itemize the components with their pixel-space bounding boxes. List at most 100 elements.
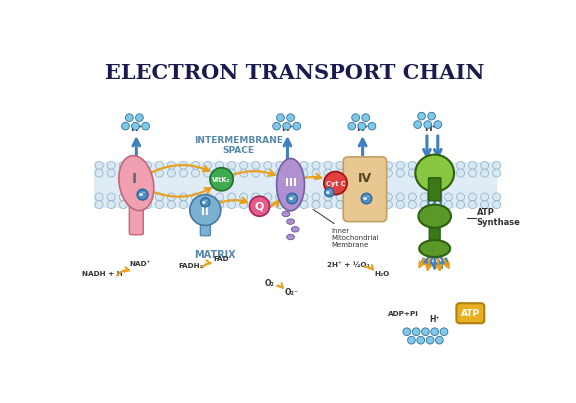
Text: Inner
Mitochondrial
Membrane: Inner Mitochondrial Membrane: [313, 209, 379, 248]
Circle shape: [287, 193, 298, 204]
Circle shape: [119, 161, 127, 169]
Circle shape: [325, 188, 334, 197]
Text: I: I: [132, 172, 137, 186]
Circle shape: [336, 169, 344, 177]
Circle shape: [264, 193, 272, 201]
Circle shape: [418, 112, 426, 120]
Circle shape: [287, 114, 294, 122]
Circle shape: [288, 201, 296, 209]
Circle shape: [457, 193, 465, 201]
Circle shape: [324, 172, 347, 195]
Circle shape: [228, 169, 236, 177]
Circle shape: [95, 169, 103, 177]
Circle shape: [107, 193, 115, 201]
Text: ELECTRON TRANSPORT CHAIN: ELECTRON TRANSPORT CHAIN: [105, 63, 485, 83]
Text: FADH₂: FADH₂: [178, 263, 203, 269]
Circle shape: [143, 169, 151, 177]
Circle shape: [408, 193, 416, 201]
Circle shape: [348, 161, 356, 169]
Text: FAD: FAD: [214, 256, 229, 262]
Text: INTERMEMBRANE
SPACE: INTERMEMBRANE SPACE: [194, 136, 283, 155]
Circle shape: [131, 201, 139, 209]
Ellipse shape: [291, 226, 299, 232]
Circle shape: [191, 169, 199, 177]
Circle shape: [384, 169, 392, 177]
Circle shape: [215, 193, 223, 201]
Text: O₂: O₂: [265, 278, 275, 287]
Text: H⁺: H⁺: [430, 315, 440, 324]
Circle shape: [408, 169, 416, 177]
Ellipse shape: [282, 211, 290, 216]
Circle shape: [360, 193, 368, 201]
Circle shape: [445, 201, 453, 209]
FancyBboxPatch shape: [429, 178, 441, 201]
Circle shape: [300, 193, 308, 201]
Circle shape: [95, 201, 103, 209]
Circle shape: [293, 122, 301, 130]
Circle shape: [428, 112, 435, 120]
Circle shape: [336, 161, 344, 169]
Circle shape: [368, 122, 376, 130]
Circle shape: [324, 193, 332, 201]
Circle shape: [324, 169, 332, 177]
Circle shape: [420, 169, 429, 177]
Circle shape: [468, 201, 476, 209]
Circle shape: [190, 195, 221, 225]
Circle shape: [384, 193, 392, 201]
Circle shape: [417, 337, 425, 344]
Text: III: III: [285, 178, 297, 188]
Circle shape: [408, 337, 415, 344]
Circle shape: [492, 193, 501, 201]
Circle shape: [252, 201, 260, 209]
Circle shape: [276, 114, 285, 122]
Circle shape: [312, 201, 320, 209]
Circle shape: [168, 193, 176, 201]
Circle shape: [396, 201, 404, 209]
Circle shape: [272, 122, 281, 130]
Text: IV: IV: [358, 172, 372, 185]
Circle shape: [468, 193, 476, 201]
Text: H⁺: H⁺: [281, 124, 294, 133]
Circle shape: [433, 193, 441, 201]
Circle shape: [300, 169, 308, 177]
Circle shape: [126, 114, 133, 122]
Circle shape: [142, 122, 150, 130]
Circle shape: [180, 169, 188, 177]
Circle shape: [372, 193, 380, 201]
Circle shape: [276, 161, 284, 169]
Circle shape: [180, 161, 188, 169]
Ellipse shape: [418, 205, 451, 228]
Text: e⁻: e⁻: [326, 190, 332, 195]
Circle shape: [420, 201, 429, 209]
Circle shape: [414, 121, 422, 129]
Circle shape: [434, 121, 442, 129]
Circle shape: [191, 193, 199, 201]
Circle shape: [336, 201, 344, 209]
Circle shape: [228, 161, 236, 169]
Text: II: II: [202, 207, 209, 216]
Circle shape: [156, 161, 164, 169]
Circle shape: [252, 161, 260, 169]
Circle shape: [215, 161, 223, 169]
Text: 2H⁺ + ½O₂: 2H⁺ + ½O₂: [327, 262, 370, 268]
Circle shape: [95, 193, 103, 201]
Circle shape: [264, 201, 272, 209]
Circle shape: [107, 169, 115, 177]
Text: MATRIX: MATRIX: [195, 250, 236, 260]
Circle shape: [396, 161, 404, 169]
Ellipse shape: [287, 219, 294, 224]
Circle shape: [348, 169, 356, 177]
Circle shape: [445, 161, 453, 169]
Circle shape: [191, 161, 199, 169]
Circle shape: [396, 193, 404, 201]
Text: NAD⁺: NAD⁺: [130, 260, 151, 266]
Circle shape: [440, 328, 448, 336]
Circle shape: [312, 193, 320, 201]
Circle shape: [300, 201, 308, 209]
Ellipse shape: [276, 158, 305, 211]
Circle shape: [457, 169, 465, 177]
Circle shape: [252, 193, 260, 201]
Text: O₂⁻: O₂⁻: [285, 288, 298, 297]
Circle shape: [372, 161, 380, 169]
Circle shape: [433, 201, 441, 209]
